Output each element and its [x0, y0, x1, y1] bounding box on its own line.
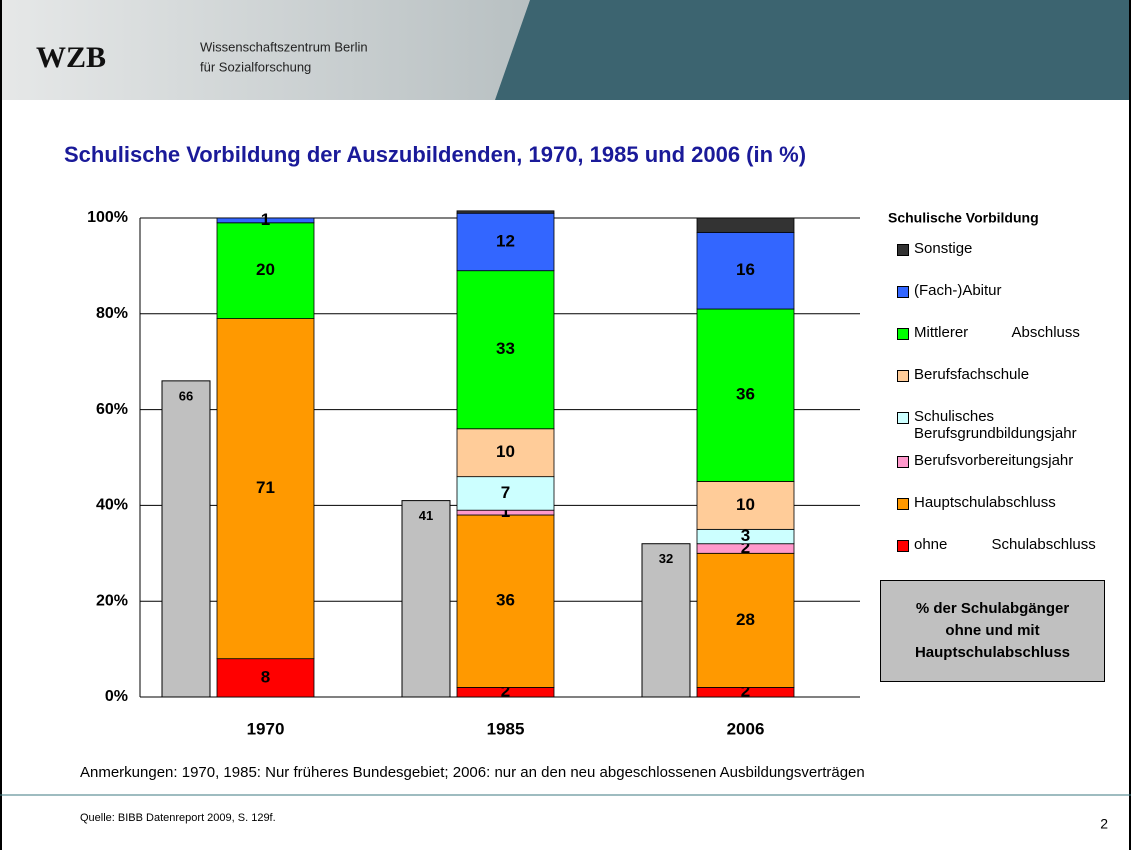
data-label: 3 [741, 526, 750, 545]
bar-segment [696, 217, 795, 233]
note: Anmerkungen: 1970, 1985: Nur früheres Bu… [80, 764, 865, 781]
bar-segment [456, 476, 555, 511]
reference-bar [641, 543, 691, 698]
legend-swatch [897, 328, 909, 340]
reference-label: 41 [419, 508, 433, 523]
reference-legend: % der Schulabgänger ohne und mit Hauptsc… [880, 580, 1105, 682]
data-label: 2 [501, 682, 510, 701]
bar-segment [216, 222, 315, 319]
y-tick-label: 0% [105, 688, 128, 705]
legend-title: Schulische Vorbildung [888, 210, 1039, 226]
bar-segment [456, 270, 555, 430]
legend-swatch [897, 412, 909, 424]
data-label: 8 [261, 667, 270, 686]
bar-segment [216, 318, 315, 660]
legend-label: ohne Schulabschluss [914, 536, 1096, 553]
legend-item: Berufsfachschule [895, 366, 1125, 383]
bar-segment [216, 658, 315, 698]
org: Wissenschaftszentrum Berlin [200, 39, 368, 54]
legend-swatch [897, 456, 909, 468]
bar-segment [216, 217, 315, 224]
data-label: 2 [741, 538, 750, 557]
x-tick-label: 1970 [247, 719, 285, 738]
legend-item: Sonstige [895, 240, 1125, 257]
bar-segment [696, 231, 795, 310]
chart-title: Schulische Vorbildung der Auszubildenden… [64, 142, 806, 167]
y-tick-label: 80% [96, 305, 128, 322]
legend-label: Mittlerer Abschluss [914, 324, 1080, 341]
bar-segment [456, 210, 555, 214]
data-label: 36 [736, 385, 755, 404]
legend-swatch [897, 286, 909, 298]
y-tick-label: 100% [87, 209, 128, 226]
legend-item: Hauptschulabschluss [895, 494, 1125, 511]
bar-segment [696, 552, 795, 688]
legend-item: (Fach-)Abitur [895, 282, 1125, 299]
x-tick-label: 1985 [487, 719, 525, 738]
legend-label: Hauptschulabschluss [914, 494, 1056, 511]
y-tick-label: 20% [96, 592, 128, 609]
header-light [0, 0, 530, 100]
data-label: 20 [256, 260, 275, 279]
data-label: 1 [501, 502, 510, 521]
legend-item: Mittlerer Abschluss [895, 324, 1125, 341]
legend-label: Schulisches Berufsgrundbildungsjahr [914, 408, 1077, 442]
reference-bar [161, 380, 211, 698]
data-label: 10 [736, 495, 755, 514]
y-tick-label: 40% [96, 497, 128, 514]
page-number: 2 [1100, 816, 1108, 832]
data-label: 36 [496, 591, 515, 610]
data-label: 2 [741, 682, 750, 701]
legend-swatch [897, 244, 909, 256]
data-label: 10 [496, 442, 515, 461]
data-label: 71 [256, 478, 275, 497]
legend-label: (Fach-)Abitur [914, 282, 1002, 299]
y-tick-label: 60% [96, 401, 128, 418]
legend-item: Berufsvorbereitungsjahr [895, 452, 1125, 469]
legend-swatch [897, 540, 909, 552]
legend-swatch [897, 370, 909, 382]
reference-bar [401, 500, 451, 698]
legend-label: Berufsfachschule [914, 366, 1030, 383]
source: Quelle: BIBB Datenreport 2009, S. 129f. [80, 812, 276, 824]
x-tick-label: 2006 [727, 719, 765, 738]
bar-segment [456, 514, 555, 688]
data-label: 1 [261, 210, 270, 229]
logo: WZB [36, 41, 106, 74]
legend-item: Schulisches Berufsgrundbildungsjahr [895, 408, 1125, 442]
data-label: 33 [496, 339, 515, 358]
data-label: 28 [736, 610, 755, 629]
data-label: 12 [496, 231, 515, 250]
data-label: 7 [501, 483, 510, 502]
data-label: 16 [736, 260, 755, 279]
legend-swatch [897, 498, 909, 510]
legend-item: ohne Schulabschluss [895, 536, 1125, 553]
org: für Sozialforschung [200, 59, 311, 74]
legend-label: Berufsvorbereitungsjahr [914, 452, 1074, 469]
bar-segment [456, 212, 555, 272]
legend-label: Sonstige [914, 240, 973, 257]
reference-label: 32 [659, 551, 673, 566]
reference-label: 66 [179, 388, 193, 403]
